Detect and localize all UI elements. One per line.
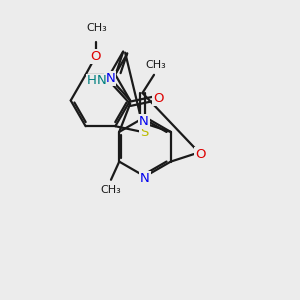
Text: H: H	[87, 74, 96, 87]
Text: CH₃: CH₃	[100, 185, 122, 195]
Text: N: N	[140, 172, 150, 184]
Text: CH₃: CH₃	[145, 60, 166, 70]
Text: N: N	[105, 72, 115, 85]
Text: N: N	[139, 115, 149, 128]
Text: CH₃: CH₃	[87, 23, 107, 33]
Text: O: O	[90, 50, 101, 63]
Text: O: O	[153, 92, 164, 105]
Text: S: S	[140, 126, 148, 139]
Text: O: O	[195, 148, 206, 160]
Text: N: N	[97, 74, 106, 87]
